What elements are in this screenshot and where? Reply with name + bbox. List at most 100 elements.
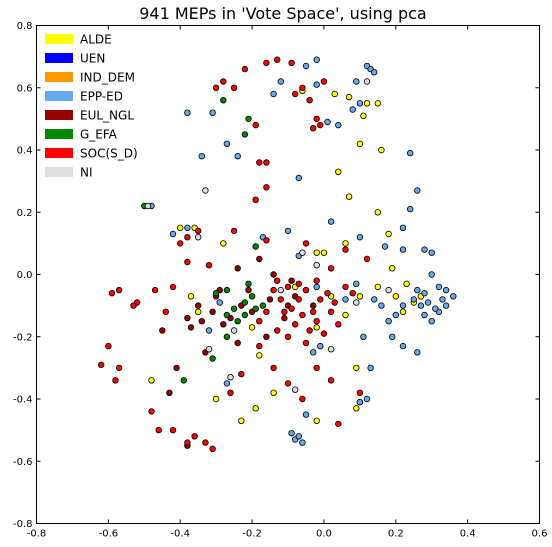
data-point-alde-6: [356, 140, 364, 147]
data-point-epp-ed-21: [407, 205, 414, 213]
data-point-epp-ed-52: [284, 227, 292, 235]
data-point-soc-s-d--24: [320, 330, 328, 337]
data-point-alde-27: [256, 352, 263, 359]
data-point-epp-ed-31: [428, 318, 435, 325]
data-point-soc-s-d--47: [302, 240, 310, 247]
data-point-soc-s-d--66: [184, 439, 191, 446]
data-point-alde-38: [331, 90, 338, 98]
data-point-eul-ngl-13: [234, 265, 241, 272]
data-point-soc-s-d--75: [299, 395, 306, 403]
data-point-soc-s-d--64: [155, 426, 162, 434]
data-point-alde-11: [176, 224, 184, 231]
data-point-epp-ed-64: [363, 395, 371, 403]
legend-swatch-g-efa: [45, 129, 73, 139]
data-point-soc-s-d--22: [284, 333, 292, 340]
legend-label-soc-s-d-: SOC(S_D): [80, 147, 138, 161]
data-point-g-efa-3: [223, 311, 231, 319]
data-point-ni-6: [205, 346, 213, 353]
data-point-soc-s-d--65: [169, 426, 177, 434]
data-point-soc-s-d--26: [342, 283, 349, 291]
data-point-epp-ed-34: [410, 296, 417, 303]
data-point-alde-20: [399, 308, 407, 315]
data-point-soc-s-d--80: [327, 265, 335, 272]
chart-title: 941 MEPs in 'Vote Space', using pca: [139, 4, 426, 23]
data-point-soc-s-d--63: [148, 408, 155, 415]
data-point-soc-s-d--29: [292, 90, 299, 98]
data-point-soc-s-d--49: [194, 227, 202, 235]
data-point-soc-s-d--55: [115, 286, 123, 294]
data-point-epp-ed-25: [428, 271, 435, 278]
data-point-epp-ed-23: [421, 246, 428, 253]
data-point-soc-s-d--81: [342, 246, 349, 253]
data-point-ni-10: [194, 233, 202, 241]
data-point-g-efa-6: [252, 305, 259, 312]
legend-label-ni: NI: [80, 166, 93, 180]
legend: ALDE UEN IND_DEM EPP-ED EUL_NGL G_EFA SOC(S_D)…: [45, 33, 138, 180]
data-point-soc-s-d--56: [108, 290, 116, 297]
data-point-soc-s-d--85: [263, 184, 270, 191]
data-point-alde-9: [385, 230, 392, 238]
data-point-alde-1: [345, 93, 353, 101]
data-point-epp-ed-50: [356, 233, 364, 241]
data-point-g-efa-5: [241, 311, 249, 319]
data-point-epp-ed-11: [234, 152, 241, 160]
data-point-epp-ed-74: [317, 342, 324, 350]
data-point-epp-ed-65: [302, 411, 310, 418]
data-point-soc-s-d--46: [263, 237, 270, 244]
y-tick-label-8: 0.8: [17, 21, 33, 32]
data-point-soc-s-d--58: [162, 308, 169, 315]
data-point-epp-ed-29: [442, 302, 450, 309]
data-point-eul-ngl-27: [166, 389, 173, 396]
data-point-epp-ed-44: [371, 296, 378, 303]
data-point-ni-0: [202, 187, 209, 194]
legend-label-g-efa: G_EFA: [80, 128, 118, 142]
data-point-alde-7: [345, 193, 353, 200]
data-point-ni-1: [144, 202, 152, 210]
data-point-eul-ngl-19: [245, 286, 252, 294]
data-point-epp-ed-42: [385, 318, 392, 325]
data-point-epp-ed-43: [378, 302, 385, 309]
data-point-epp-ed-35: [414, 286, 421, 294]
data-point-soc-s-d--34: [310, 124, 317, 132]
data-point-alde-17: [356, 293, 364, 300]
data-point-epp-ed-3: [353, 78, 360, 85]
data-point-eul-ngl-3: [266, 296, 274, 303]
data-point-alde-23: [403, 280, 410, 287]
data-point-epp-ed-18: [295, 174, 302, 182]
data-point-soc-s-d--59: [115, 364, 123, 372]
data-point-g-efa-16: [220, 96, 227, 104]
data-point-g-efa-17: [241, 131, 249, 138]
data-point-eul-ngl-14: [256, 255, 263, 263]
y-tick-label-3: -0.2: [13, 332, 33, 343]
legend-swatch-uen: [45, 53, 73, 63]
data-point-alde-41: [313, 324, 320, 331]
data-point-soc-s-d--4: [299, 311, 306, 319]
data-point-alde-42: [342, 311, 349, 319]
data-point-soc-s-d--16: [274, 277, 281, 284]
data-point-ni-7: [292, 386, 299, 393]
data-point-alde-2: [363, 100, 371, 107]
data-point-ni-4: [353, 299, 360, 306]
data-point-epp-ed-14: [198, 152, 205, 160]
legend-swatch-epp-ed: [45, 91, 73, 101]
points-layer: [97, 56, 457, 452]
data-point-eul-ngl-26: [263, 333, 270, 340]
x-tick-label-0: -0.8: [27, 529, 47, 540]
data-point-soc-s-d--48: [230, 227, 238, 235]
data-point-soc-s-d--14: [277, 296, 284, 303]
axes-layer: -0.8 -0.6 -0.4 -0.2 0.0 0.2 0.4 0.6 -0.8 -0.6 -0.4…: [13, 21, 547, 540]
data-point-g-efa-10: [212, 290, 220, 297]
data-point-soc-s-d--10: [313, 318, 320, 325]
legend-label-eul-ngl: EUL_NGL: [80, 109, 134, 123]
legend-label-uen: UEN: [80, 52, 105, 66]
plot-area: [36, 25, 540, 524]
data-point-soc-s-d--51: [176, 240, 184, 247]
data-point-g-efa-4: [234, 318, 241, 325]
data-point-soc-s-d--17: [284, 283, 292, 291]
data-point-alde-39: [378, 146, 385, 154]
data-point-soc-s-d--30: [306, 96, 313, 104]
data-point-soc-s-d--13: [281, 308, 288, 315]
data-point-g-efa-8: [245, 280, 252, 287]
data-point-epp-ed-10: [270, 90, 277, 98]
